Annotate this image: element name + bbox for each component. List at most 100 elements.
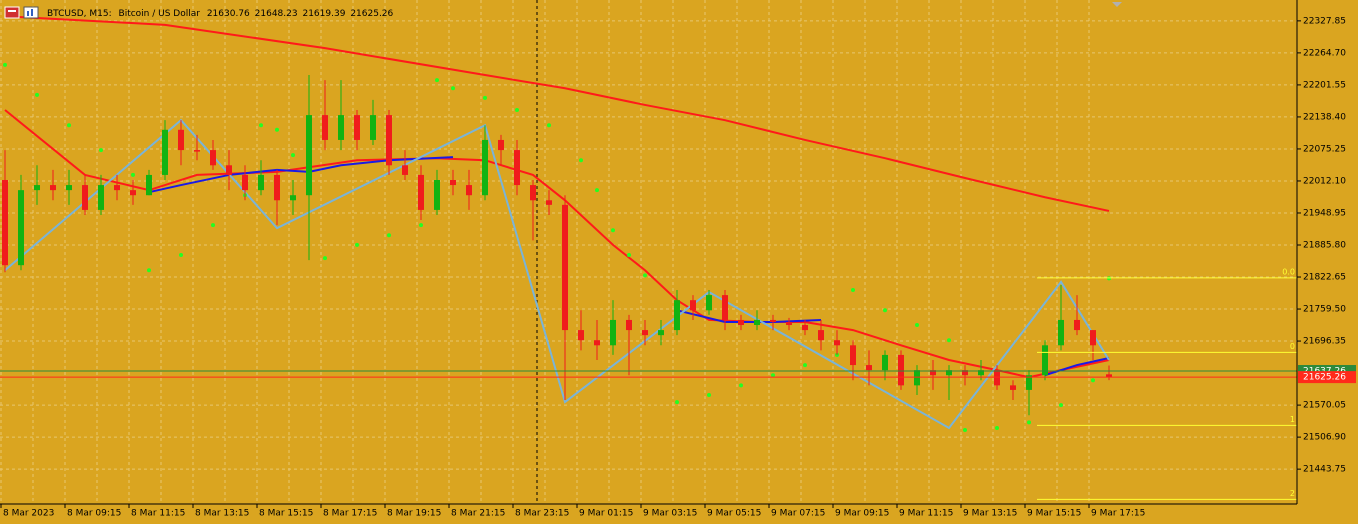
x-tick-label: 9 Mar 13:15 bbox=[963, 509, 1017, 519]
y-tick-label: 21885.80 bbox=[1303, 241, 1346, 251]
x-tick-label: 9 Mar 07:15 bbox=[771, 509, 825, 519]
candle-body bbox=[82, 185, 88, 210]
indicator-line bbox=[4, 15, 1110, 212]
sar-dot bbox=[99, 148, 103, 153]
icon bbox=[4, 6, 20, 19]
candle-body bbox=[514, 150, 520, 186]
candle-body bbox=[626, 319, 632, 331]
candle-body bbox=[274, 174, 280, 201]
candle-body bbox=[530, 185, 536, 201]
candle-body bbox=[210, 150, 216, 166]
candle-body bbox=[98, 185, 104, 210]
sar-dot bbox=[1091, 378, 1095, 383]
y-tick-label: 22012.10 bbox=[1303, 176, 1346, 186]
candle-body bbox=[1042, 345, 1048, 376]
candle-body bbox=[178, 129, 184, 151]
sar-dot bbox=[3, 62, 7, 67]
candle-body bbox=[690, 300, 696, 311]
candle-body bbox=[850, 345, 856, 366]
sar-dot bbox=[387, 233, 391, 238]
fib-level-label: 0.0 bbox=[1282, 267, 1295, 276]
candle-body bbox=[866, 365, 872, 371]
candle-body bbox=[882, 354, 888, 371]
candle-body bbox=[1058, 319, 1064, 346]
sar-dot bbox=[515, 108, 519, 113]
indicator-line bbox=[148, 156, 1110, 377]
y-tick-label: 22264.70 bbox=[1303, 48, 1346, 58]
icon bbox=[27, 11, 29, 16]
candle-body bbox=[114, 185, 120, 191]
sar-dot bbox=[803, 363, 807, 368]
sar-dot bbox=[323, 256, 327, 261]
x-tick-label: 9 Mar 09:15 bbox=[835, 509, 889, 519]
sar-dot bbox=[1027, 420, 1031, 425]
candle-body bbox=[418, 174, 424, 210]
price-tag-label: 21625.26 bbox=[1303, 373, 1346, 383]
candle-body bbox=[242, 174, 248, 191]
sar-dot bbox=[211, 223, 215, 228]
candle-body bbox=[930, 370, 936, 376]
x-tick-label: 8 Mar 23:15 bbox=[515, 509, 569, 519]
candle-body bbox=[482, 139, 488, 196]
candle-body bbox=[594, 340, 600, 346]
y-tick-label: 22327.85 bbox=[1303, 16, 1346, 26]
candle-body bbox=[914, 370, 920, 386]
candle-body bbox=[2, 180, 8, 266]
candle-body bbox=[322, 115, 328, 140]
candle-body bbox=[18, 190, 24, 266]
sar-dot bbox=[259, 123, 263, 128]
sar-dot bbox=[275, 127, 279, 132]
sar-dot bbox=[1107, 276, 1111, 281]
x-tick-label: 9 Mar 17:15 bbox=[1091, 509, 1145, 519]
sar-dot bbox=[291, 153, 295, 158]
sar-dot bbox=[995, 425, 999, 430]
symbol: BTCUSD, M15: bbox=[47, 9, 112, 19]
candle-body bbox=[386, 115, 392, 166]
fib-level-label: 0 bbox=[1290, 342, 1295, 351]
y-tick-label: 21570.05 bbox=[1303, 401, 1346, 411]
x-tick-label: 8 Mar 09:15 bbox=[67, 509, 121, 519]
candle-body bbox=[290, 195, 296, 201]
candle-body bbox=[130, 190, 136, 196]
sar-dot bbox=[595, 188, 599, 193]
sar-dot bbox=[739, 383, 743, 388]
sar-dot bbox=[947, 338, 951, 343]
candle-body bbox=[50, 185, 56, 191]
y-tick-label: 21759.50 bbox=[1303, 305, 1346, 315]
header-text: BTCUSD, M15: Bitcoin / US Dollar 21630.7… bbox=[47, 9, 394, 19]
icon bbox=[8, 10, 16, 12]
sar-dot bbox=[627, 253, 631, 258]
candle-body bbox=[1010, 385, 1016, 390]
x-tick-label: 8 Mar 21:15 bbox=[451, 509, 505, 519]
sar-dot bbox=[547, 123, 551, 128]
low: 21619.39 bbox=[302, 9, 345, 19]
candle-body bbox=[658, 330, 664, 336]
header: BTCUSD, M15: Bitcoin / US Dollar 21630.7… bbox=[4, 6, 394, 19]
candle-body bbox=[962, 370, 968, 376]
sar-dot bbox=[419, 223, 423, 228]
x-tick-label: 9 Mar 11:15 bbox=[899, 509, 953, 519]
candle-body bbox=[434, 180, 440, 210]
candle-body bbox=[770, 319, 776, 322]
sar-dot bbox=[675, 400, 679, 405]
sar-dot bbox=[435, 78, 439, 83]
candle-body bbox=[498, 139, 504, 151]
candle-body bbox=[226, 165, 232, 175]
candle-body bbox=[722, 295, 728, 320]
open: 21630.76 bbox=[207, 9, 250, 19]
candle-body bbox=[338, 115, 344, 140]
x-tick-label: 8 Mar 13:15 bbox=[195, 509, 249, 519]
candle-body bbox=[706, 295, 712, 311]
sar-dot bbox=[963, 427, 967, 432]
x-tick-label: 8 Mar 17:15 bbox=[323, 509, 377, 519]
x-tick-label: 8 Mar 15:15 bbox=[259, 509, 313, 519]
y-tick-label: 21443.75 bbox=[1303, 465, 1346, 475]
candle-body bbox=[562, 204, 568, 331]
y-tick-label: 22201.55 bbox=[1303, 80, 1346, 90]
sar-dot bbox=[851, 288, 855, 293]
y-tick-label: 21506.90 bbox=[1303, 433, 1346, 443]
candle-body bbox=[786, 321, 792, 326]
candle-body bbox=[450, 180, 456, 186]
plot: 0.0 0 1 2 bbox=[0, 15, 1297, 500]
